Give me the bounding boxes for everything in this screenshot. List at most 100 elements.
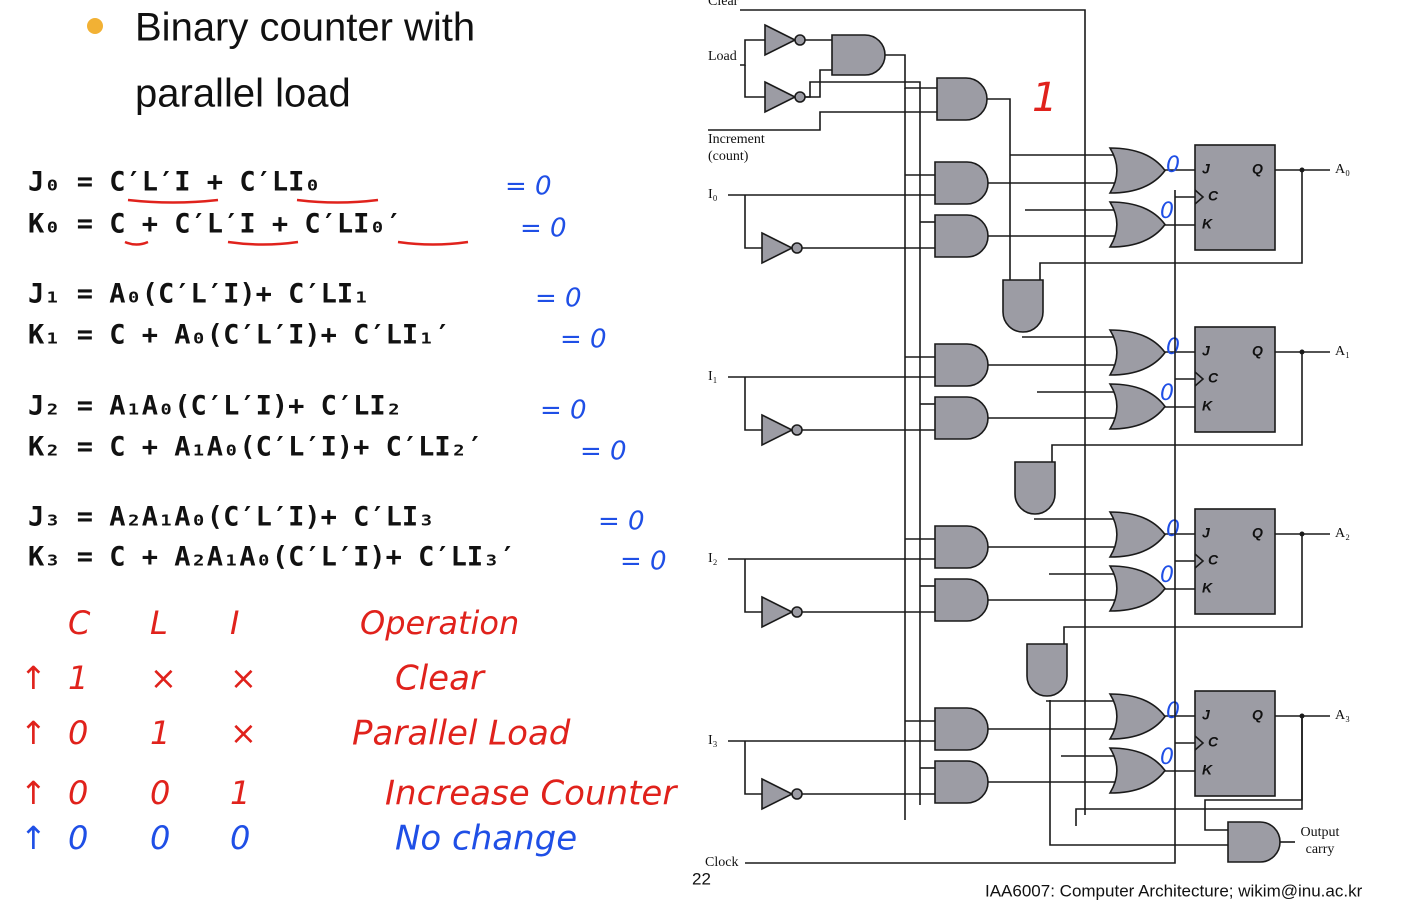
circuit-label: I₀ — [708, 187, 718, 202]
or-gate — [1108, 147, 1166, 194]
table-cell: 0 — [150, 819, 170, 857]
circuit-label: K — [1202, 216, 1213, 232]
handwritten-note: = 0 — [505, 172, 552, 202]
table-header: L — [150, 604, 168, 642]
wire — [744, 559, 762, 613]
inverter — [764, 80, 797, 114]
equation: K₀ = C + C′L′I + C′LI₀′ — [28, 209, 402, 240]
circuit-label: Load — [708, 49, 737, 64]
handwritten-note: = 0 — [535, 284, 582, 314]
wire — [1039, 170, 1303, 280]
and-gate — [1227, 821, 1281, 863]
and-gate — [936, 77, 988, 121]
handwritten-note: = 0 — [520, 214, 567, 244]
handwritten-note: = 0 — [598, 507, 645, 537]
circuit-label: J — [1202, 525, 1211, 541]
circuit-label: (count) — [708, 149, 749, 164]
wire — [744, 65, 765, 98]
equation: K₃ = C + A₂A₁A₀(C′L′I)+ C′LI₃′ — [28, 542, 516, 573]
wire — [987, 98, 1011, 280]
circuit-label: Q — [1252, 525, 1263, 541]
circuit-label: J — [1202, 343, 1211, 359]
circuit-label: Clear — [708, 0, 739, 9]
or-gate — [1108, 747, 1166, 794]
and-gate — [1026, 643, 1068, 697]
handwritten-note: 0 — [1160, 745, 1174, 770]
circuit-label: Output — [1301, 825, 1340, 840]
table-cell: 0 — [68, 774, 88, 812]
circuit-label: A₁ — [1335, 344, 1350, 359]
flip-flop — [1194, 690, 1276, 797]
and-gate — [934, 760, 989, 804]
inverter — [761, 777, 794, 811]
handwritten-note: = 0 — [580, 437, 627, 467]
bullet-text: Binary counter with — [135, 6, 475, 50]
and-gate — [831, 34, 886, 76]
inverter-bubble — [791, 606, 803, 618]
table-cell: Increase Counter — [385, 774, 678, 814]
inverter-bubble — [794, 34, 806, 46]
wire — [708, 111, 937, 131]
inverter-bubble — [794, 91, 806, 103]
circuit-label: C — [1208, 734, 1219, 750]
table-cell: × — [150, 659, 177, 697]
handwritten-note: 0 — [1166, 153, 1180, 178]
circuit-label: Q — [1252, 707, 1263, 723]
table-cell: 0 — [68, 714, 88, 752]
equation: K₂ = C + A₁A₀(C′L′I)+ C′LI₂′ — [28, 432, 483, 463]
table-cell: 1 — [68, 659, 88, 697]
table-cell: ↑ — [20, 819, 47, 857]
equation: J₃ = A₂A₁A₀(C′L′I)+ C′LI₃ — [28, 502, 434, 533]
wire — [1051, 352, 1303, 462]
clock-mark — [1194, 371, 1205, 387]
circuit-label: I₂ — [708, 551, 718, 566]
and-gate — [934, 161, 989, 205]
inverter-bubble — [791, 788, 803, 800]
circuit-label: A₂ — [1335, 526, 1350, 541]
inverter — [761, 231, 794, 265]
circuit-label: A₃ — [1335, 708, 1350, 723]
clock-mark — [1194, 553, 1205, 569]
table-cell: No change — [395, 819, 577, 859]
handwritten-note: = 0 — [560, 325, 607, 355]
table-cell: ↑ — [20, 774, 47, 812]
circuit-label: C — [1208, 370, 1219, 386]
and-gate — [1014, 461, 1056, 515]
wire — [1204, 716, 1303, 831]
table-header: Operation — [360, 604, 519, 642]
inverter-bubble — [791, 242, 803, 254]
handwritten-note: 0 — [1160, 199, 1174, 224]
and-gate — [934, 525, 989, 569]
wire — [745, 190, 1176, 864]
wire — [744, 195, 762, 249]
circuit-label: Increment — [708, 132, 765, 147]
table-cell: 1 — [230, 774, 250, 812]
or-gate — [1108, 511, 1166, 558]
wire — [805, 81, 921, 805]
equation: J₀ = C′L′I + C′LI₀ — [28, 167, 321, 198]
table-cell: 0 — [230, 819, 250, 857]
and-gate — [934, 707, 989, 751]
flip-flop — [1194, 326, 1276, 433]
circuit-label: carry — [1306, 842, 1335, 857]
inverter — [761, 595, 794, 629]
handwritten-note: = 0 — [620, 547, 667, 577]
clock-mark — [1194, 735, 1205, 751]
table-cell: Parallel Load — [352, 714, 571, 754]
handwritten-note: 1 — [1032, 75, 1057, 121]
wire — [885, 54, 937, 89]
underline — [397, 240, 469, 246]
table-cell: Clear — [395, 659, 486, 699]
circuit-label: K — [1202, 762, 1213, 778]
circuit-label: K — [1202, 398, 1213, 414]
handwritten-note: = 0 — [540, 396, 587, 426]
wire — [1049, 700, 1228, 846]
handwritten-note: 0 — [1166, 517, 1180, 542]
or-gate — [1108, 693, 1166, 740]
handwritten-note: 0 — [1166, 335, 1180, 360]
clock-mark — [1194, 189, 1205, 205]
underline — [296, 198, 379, 204]
table-cell: ↑ — [20, 659, 47, 697]
circuit-label: Q — [1252, 343, 1263, 359]
table-cell: ↑ — [20, 714, 47, 752]
